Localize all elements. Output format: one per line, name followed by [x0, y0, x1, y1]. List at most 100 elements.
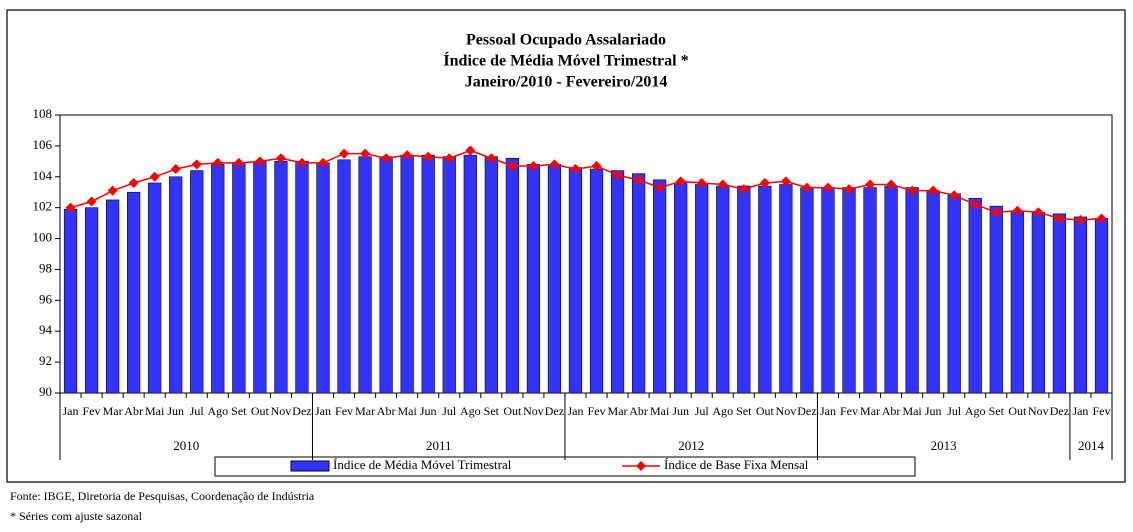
x-tick-label: Abr: [882, 404, 901, 418]
line-marker: [107, 185, 118, 196]
line-marker: [675, 176, 686, 187]
x-tick-label: Jul: [190, 404, 205, 418]
x-tick-label: Ago: [712, 404, 733, 418]
year-label: 2014: [1078, 438, 1105, 453]
x-tick-label: Ago: [207, 404, 228, 418]
bar: [631, 173, 646, 394]
x-tick-label: Set: [231, 404, 247, 418]
year-label: 2013: [931, 438, 957, 453]
x-tick-label: Jul: [947, 404, 962, 418]
line-marker: [254, 156, 265, 167]
x-tick-label: Abr: [629, 404, 648, 418]
bar: [884, 185, 898, 394]
x-tick-label: Mai: [650, 404, 670, 418]
legend-label: Índice de Base Fixa Mensal: [664, 457, 809, 472]
bar: [863, 187, 877, 394]
x-tick-label: Out: [503, 404, 522, 418]
chart-title: Pessoal Ocupado Assalariado: [466, 32, 666, 49]
x-tick-label: Jul: [695, 404, 710, 418]
line-marker: [86, 196, 97, 207]
x-tick-label: Jun: [420, 404, 437, 418]
line-marker: [612, 170, 623, 181]
line-marker: [1012, 205, 1023, 216]
x-tick-label: Set: [736, 404, 752, 418]
line-marker: [528, 160, 539, 171]
bar: [337, 159, 351, 394]
bar: [568, 167, 583, 394]
year-label: 2012: [678, 438, 704, 453]
bar: [211, 164, 225, 394]
x-tick-label: Mar: [608, 404, 628, 418]
bar: [253, 161, 267, 394]
line-marker: [233, 157, 244, 168]
line-marker: [507, 160, 518, 171]
line-marker: [886, 179, 897, 190]
bar: [484, 156, 498, 394]
y-tick-label: 106: [33, 137, 53, 152]
line-marker: [907, 185, 918, 196]
bar: [905, 187, 919, 394]
x-tick-label: Dez: [292, 404, 311, 418]
line-marker: [128, 177, 139, 188]
bar: [695, 184, 709, 394]
bar: [1031, 212, 1045, 394]
line-marker: [65, 202, 76, 213]
bar: [505, 157, 519, 394]
x-tick-label: Jan: [820, 404, 836, 418]
line-marker: [949, 190, 960, 201]
x-tick-label: Out: [251, 404, 270, 418]
line-marker: [1033, 207, 1044, 218]
y-tick-label: 90: [39, 384, 52, 399]
line-marker: [402, 150, 413, 161]
bar: [148, 182, 162, 394]
bar: [463, 154, 477, 394]
bar: [358, 156, 372, 394]
bar: [379, 156, 393, 394]
x-tick-label: Dez: [797, 404, 816, 418]
line-marker: [212, 157, 223, 168]
line-marker: [444, 153, 455, 164]
line-marker: [780, 176, 791, 187]
bar: [232, 162, 246, 394]
bar: [295, 161, 309, 394]
y-tick-label: 98: [39, 260, 52, 275]
footnote: * Séries com ajuste sazonal: [10, 509, 143, 523]
bar: [926, 190, 940, 394]
line-marker: [844, 184, 854, 195]
line-marker: [991, 207, 1002, 218]
line-marker: [1096, 213, 1107, 224]
x-tick-label: Jun: [925, 404, 942, 418]
year-label: 2011: [426, 438, 452, 453]
x-tick-label: Abr: [377, 404, 396, 418]
y-tick-label: 108: [33, 106, 53, 121]
x-tick-label: Fev: [335, 404, 353, 418]
line-marker: [381, 153, 392, 164]
line-marker: [865, 179, 876, 190]
bar: [84, 207, 99, 394]
line-marker: [465, 145, 476, 156]
line-marker: [717, 179, 728, 190]
bar: [400, 154, 414, 394]
x-tick-label: Mai: [145, 404, 165, 418]
x-tick-label: Mai: [397, 404, 417, 418]
x-tick-label: Out: [1008, 404, 1027, 418]
legend-label: Índice de Média Móvel Trimestral: [333, 457, 512, 472]
line-marker: [549, 159, 560, 170]
x-tick-label: Ago: [965, 404, 986, 418]
line-marker: [801, 182, 812, 193]
x-tick-label: Nov: [523, 404, 544, 418]
bar: [589, 168, 604, 394]
x-tick-label: Abr: [124, 404, 143, 418]
bar: [127, 191, 141, 394]
bar: [1010, 210, 1024, 394]
line-marker: [822, 182, 833, 193]
x-tick-label: Jun: [672, 404, 689, 418]
x-tick-label: Fev: [1092, 404, 1110, 418]
line-marker: [360, 148, 371, 159]
bar: [105, 199, 120, 394]
bar: [1094, 218, 1109, 394]
line-marker: [170, 164, 181, 175]
bar: [1052, 213, 1067, 394]
bar: [737, 185, 751, 394]
